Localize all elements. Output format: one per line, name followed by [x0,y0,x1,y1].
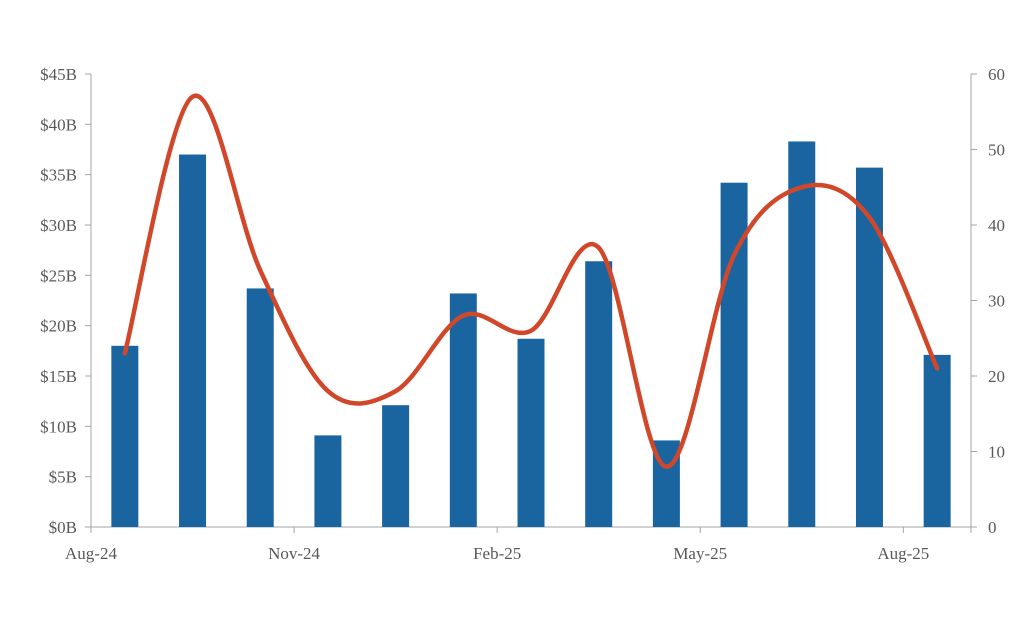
left-y-tick-label: $25B [40,266,77,285]
bar [855,167,883,527]
bar [111,345,139,527]
right-y-tick-label: 40 [988,216,1005,235]
bar [179,154,207,528]
x-tick-label: Aug-25 [877,544,929,563]
bar [923,354,951,527]
left-y-tick-label: $0B [49,518,77,537]
bar [314,435,342,527]
bar [585,261,613,527]
left-y-tick-label: $20B [40,317,77,336]
left-y-tick-label: $40B [40,115,77,134]
left-y-tick-label: $35B [40,166,77,185]
x-tick-label: Aug-24 [65,544,117,563]
right-y-tick-label: 0 [988,518,997,537]
right-y-tick-label: 30 [988,292,1005,311]
left-y-tick-label: $10B [40,417,77,436]
x-tick-label: May-25 [673,544,727,563]
bar [382,405,410,527]
bar-series [111,141,951,528]
line-series [122,93,940,469]
x-tick-label: Nov-24 [268,544,320,563]
left-y-tick-label: $30B [40,216,77,235]
tick-labels: $0B $5B $10B $15B $20B $25B $30B $35B $40B $45B 0 1… [40,65,1005,563]
right-y-tick-label: 60 [988,65,1005,84]
left-y-tick-label: $15B [40,367,77,386]
x-tick-label: Feb-25 [473,544,521,563]
bar [449,293,477,527]
right-y-tick-label: 50 [988,141,1005,160]
bar [246,288,274,527]
right-y-tick-label: 20 [988,367,1005,386]
left-y-tick-label: $5B [49,468,77,487]
line-series-path [122,93,940,469]
bar [517,338,545,527]
right-y-tick-label: 10 [988,443,1005,462]
left-y-tick-label: $45B [40,65,77,84]
bar [788,141,816,528]
